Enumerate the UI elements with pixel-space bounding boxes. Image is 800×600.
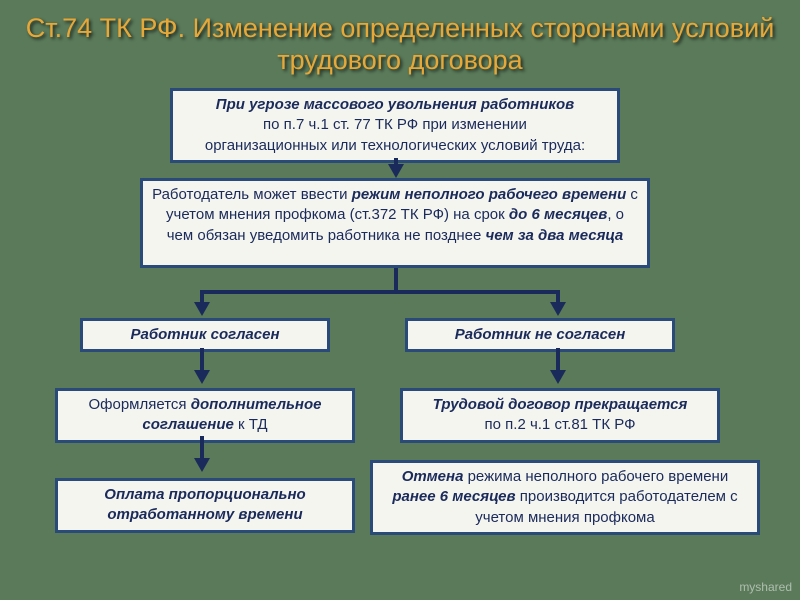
connector-line [556,348,560,372]
arrow-icon [194,302,210,316]
box-employer-action: Работодатель может ввести режим неполног… [140,178,650,268]
box-additional-agreement: Оформляется дополнительное соглашение к … [55,388,355,443]
arrow-icon [194,458,210,472]
arrow-icon [550,370,566,384]
watermark: myshared [739,580,792,594]
box-threat: При угрозе массового увольнения работник… [170,88,620,163]
connector-line [200,348,204,372]
box-cancel-regime: Отмена режима неполного рабочего времени… [370,460,760,535]
box-contract-terminated: Трудовой договор прекращаетсяпо п.2 ч.1 … [400,388,720,443]
connector-line [200,290,560,294]
arrow-icon [550,302,566,316]
connector-line [394,268,398,292]
box-payment: Оплата пропорционально отработанному вре… [55,478,355,533]
slide-title: Ст.74 ТК РФ. Изменение определенных стор… [0,0,800,85]
arrow-icon [194,370,210,384]
box-disagree: Работник не согласен [405,318,675,352]
connector-line [200,436,204,460]
arrow-icon [388,164,404,178]
box-agree: Работник согласен [80,318,330,352]
